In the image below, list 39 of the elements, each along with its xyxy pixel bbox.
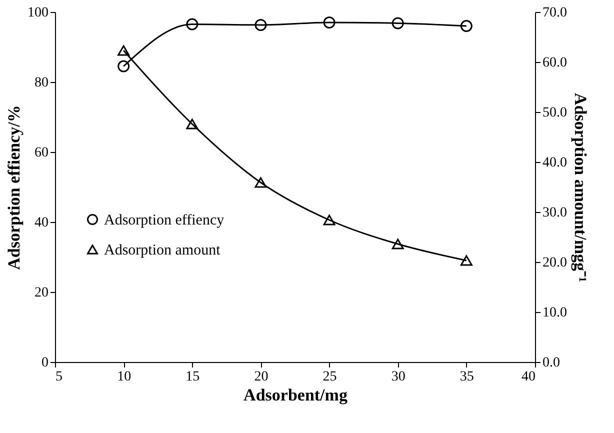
y-tick-label: 100: [28, 6, 48, 20]
x-tick-label: 15: [186, 370, 200, 384]
y2-tick-label: 0.0: [542, 356, 560, 370]
y2-tick-label: 10.0: [542, 306, 567, 320]
y-tick-label: 80: [34, 76, 48, 90]
x-tick-label: 25: [322, 370, 337, 384]
point: [392, 238, 404, 250]
x-tick-label: 30: [391, 370, 406, 384]
y2-axis-title: Adsorption amount/mgg⁻¹: [571, 92, 590, 282]
y2-tick-label: 70.0: [542, 6, 567, 20]
y-tick-label: 0: [42, 356, 48, 370]
x-tick-label: 10: [117, 370, 132, 384]
legend-label: Adsorption amount: [104, 242, 222, 258]
y-tick-label: 40: [34, 216, 48, 230]
x-tick-label: 20: [254, 370, 268, 384]
point: [323, 16, 336, 28]
legend-label: Adsorption effiency: [104, 212, 225, 228]
point: [460, 255, 472, 266]
point: [118, 45, 130, 56]
y2-tick-label: 60.0: [542, 56, 567, 70]
y2-tick-label: 40.0: [542, 156, 567, 170]
point: [186, 18, 198, 30]
x-tick-label: 5: [56, 370, 62, 384]
x-tick-label: 35: [460, 370, 474, 384]
y-tick-label: 60: [34, 146, 48, 160]
point: [254, 18, 267, 31]
x-tick-label: 40: [522, 370, 536, 384]
x-axis-title: Adsorbent/mg: [244, 386, 348, 404]
y-tick-label: 20: [34, 286, 48, 300]
y-axis-title: Adsorption effiency/%: [4, 105, 24, 270]
y2-tick-label: 50.0: [542, 106, 567, 120]
point: [323, 214, 336, 226]
y2-tick-label: 30.0: [542, 206, 567, 220]
point: [118, 60, 130, 72]
point: [254, 177, 267, 188]
point: [460, 20, 472, 32]
y2-tick-label: 20.0: [542, 256, 567, 270]
point: [392, 17, 404, 30]
point: [186, 118, 198, 130]
